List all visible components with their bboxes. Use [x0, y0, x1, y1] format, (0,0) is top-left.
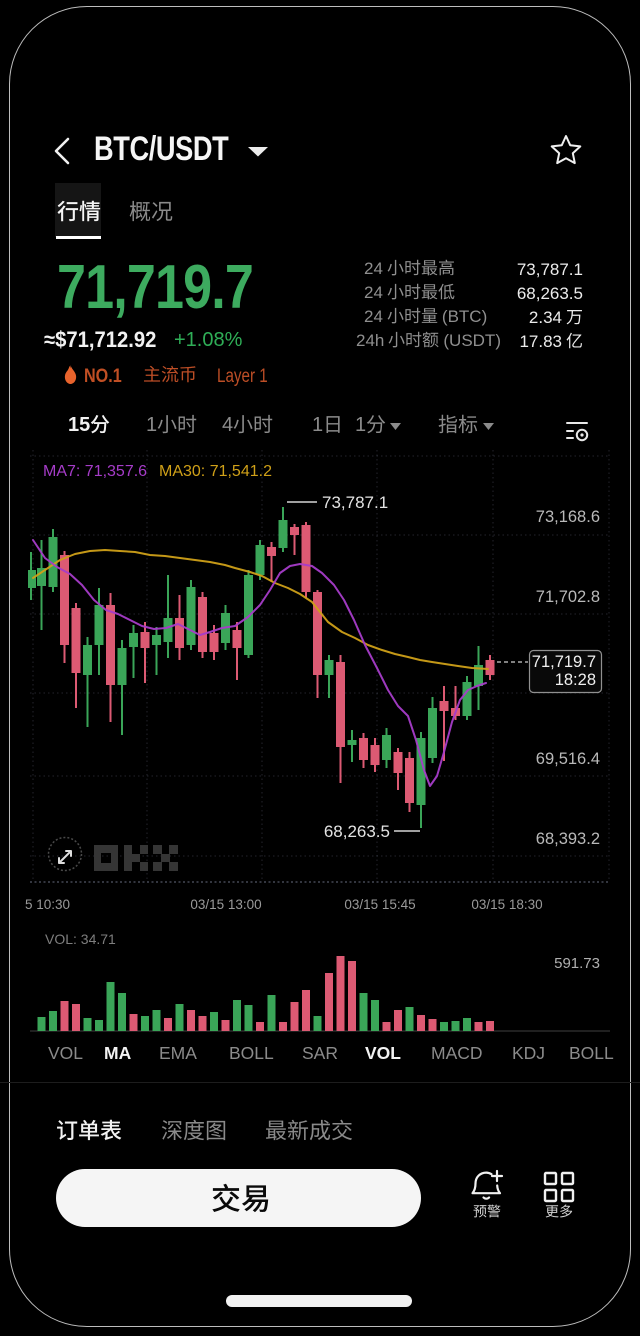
svg-text:MA30: 71,541.2: MA30: 71,541.2 — [159, 463, 272, 480]
svg-text:71,719.7: 71,719.7 — [532, 653, 596, 671]
svg-text:69,516.4: 69,516.4 — [536, 750, 600, 768]
svg-text:03/15 18:30: 03/15 18:30 — [471, 897, 542, 912]
svg-text:73,168.6: 73,168.6 — [536, 508, 600, 526]
svg-text:03/15 15:45: 03/15 15:45 — [344, 897, 415, 912]
svg-text:591.73: 591.73 — [554, 955, 600, 972]
svg-text:73,787.1: 73,787.1 — [322, 493, 388, 512]
svg-text:VOL: 34.71: VOL: 34.71 — [45, 931, 116, 947]
svg-text:68,263.5: 68,263.5 — [324, 822, 390, 841]
svg-text:71,702.8: 71,702.8 — [536, 588, 600, 606]
svg-text:5 10:30: 5 10:30 — [25, 897, 70, 912]
svg-text:68,393.2: 68,393.2 — [536, 830, 600, 848]
svg-text:03/15 13:00: 03/15 13:00 — [190, 897, 261, 912]
svg-text:18:28: 18:28 — [555, 671, 596, 689]
svg-text:MA7: 71,357.6: MA7: 71,357.6 — [43, 463, 147, 480]
